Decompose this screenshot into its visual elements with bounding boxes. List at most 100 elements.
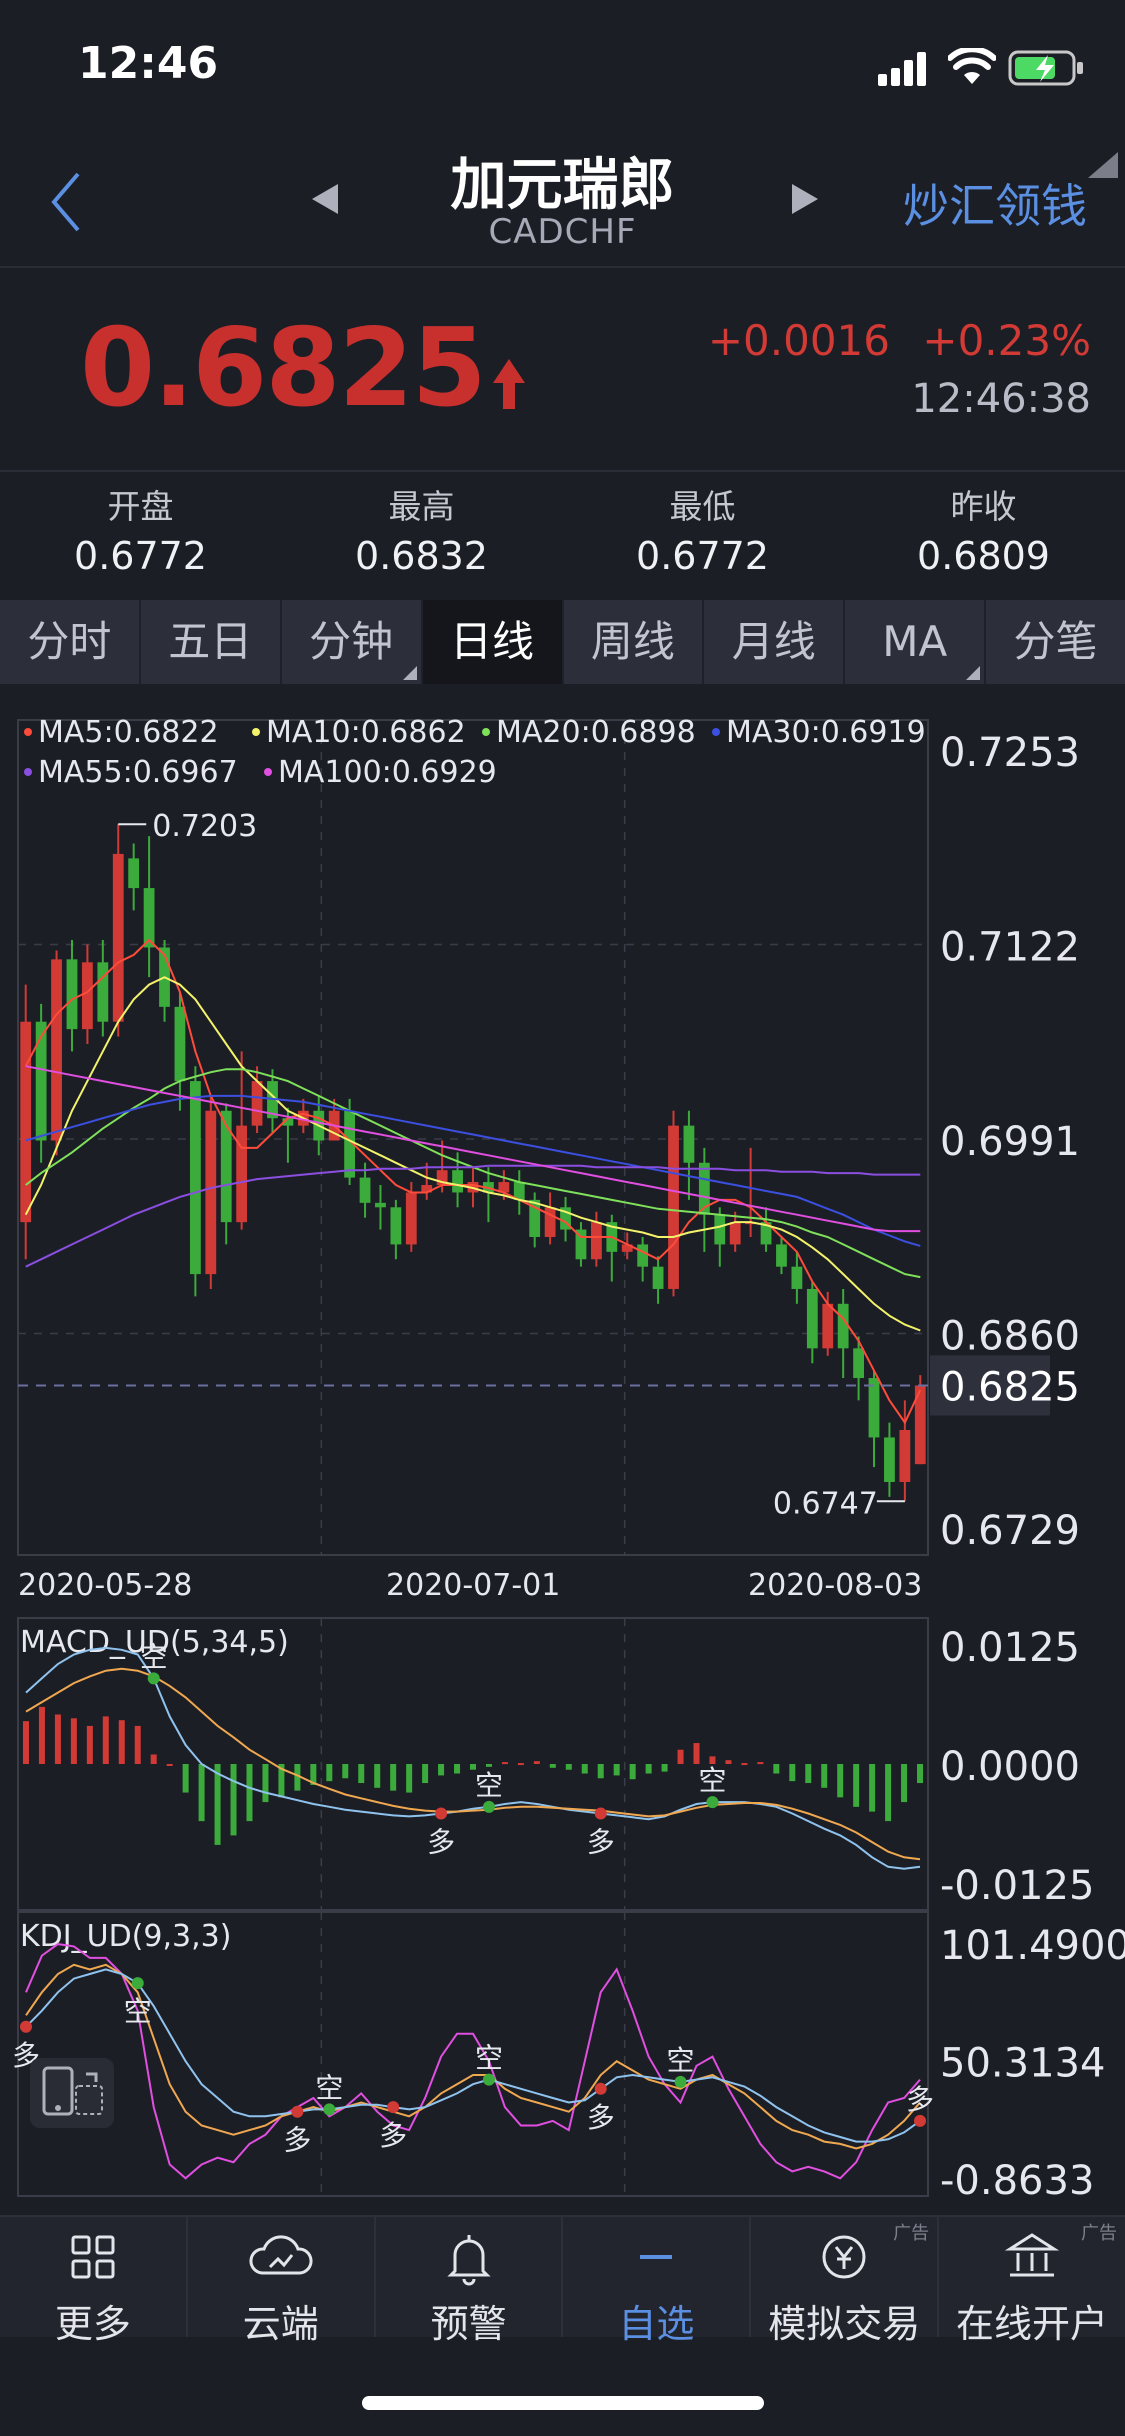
candle-body xyxy=(66,959,78,1030)
macd-hist-bar xyxy=(454,1764,461,1774)
y-tick-label: 0.6729 xyxy=(940,1508,1080,1554)
kline-chart[interactable]: 0.7253 0.7122 0.6991 0.6860 0.6729 MA5:0.6822… xyxy=(0,700,1125,2204)
y-tick-label: 50.3134 xyxy=(940,2040,1105,2086)
tab-indicator-ma[interactable]: MA xyxy=(845,600,987,684)
chart-area[interactable]: 0.7253 0.7122 0.6991 0.6860 0.6729 MA5:0.6822… xyxy=(0,700,1125,2204)
candle-body xyxy=(560,1207,571,1230)
macd-signal-label: 空 xyxy=(140,1640,168,1673)
next-triangle-icon[interactable] xyxy=(790,182,820,216)
prev-triangle-icon[interactable] xyxy=(310,182,340,216)
tab-label: 五日 xyxy=(168,617,253,666)
candle-body xyxy=(359,1177,371,1203)
nav-item-more[interactable]: 更多 xyxy=(0,2217,188,2346)
macd-hist-bar xyxy=(661,1764,668,1772)
macd-hist-bar xyxy=(230,1764,237,1836)
legend-entry: MA5:0.6822 xyxy=(38,715,219,750)
macd-hist-bar xyxy=(885,1764,892,1822)
tab-label: MA xyxy=(882,617,948,666)
nav-label: 云端 xyxy=(242,2302,319,2346)
max-price-label: 0.7203 xyxy=(152,809,257,844)
candle-body xyxy=(498,1182,510,1193)
macd-hist-bar xyxy=(757,1762,764,1765)
macd-hist-bar xyxy=(565,1764,572,1770)
ma-line-ma30 xyxy=(25,1094,921,1247)
x-tick-label: 2020-05-28 xyxy=(18,1568,192,1603)
macd-hist-bar xyxy=(38,1706,45,1764)
macd-hist-bar xyxy=(294,1764,301,1791)
stat-value: 0.6772 xyxy=(636,534,769,578)
up-arrow-icon xyxy=(492,359,525,409)
candle-body xyxy=(590,1222,602,1260)
status-time: 12:46 xyxy=(78,38,219,89)
legend-entry: MA100:0.6929 xyxy=(278,755,497,790)
y-tick-label: 0.0000 xyxy=(940,1744,1080,1790)
bell-icon xyxy=(446,2235,491,2286)
wifi-icon xyxy=(948,48,996,84)
home-indicator[interactable] xyxy=(362,2396,764,2410)
tab-label: 日线 xyxy=(450,617,535,666)
macd-hist-bar xyxy=(182,1764,189,1793)
macd-dif-line xyxy=(25,1646,921,1870)
legend-dot xyxy=(264,768,272,776)
symbol-code: CADCHF xyxy=(488,212,637,252)
candle-body xyxy=(791,1266,803,1289)
tab-intraday[interactable]: 分时 xyxy=(0,600,141,684)
battery-charging-icon xyxy=(1008,50,1083,86)
macd-hist-bar xyxy=(549,1764,556,1768)
candle-body xyxy=(529,1199,541,1237)
tab-ticks[interactable]: 分笔 xyxy=(986,600,1125,684)
candle-body xyxy=(837,1303,849,1349)
nav-item-cloud[interactable]: 云端 xyxy=(188,2217,376,2346)
tab-monthly[interactable]: 月线 xyxy=(704,600,846,684)
kdj-signal-dot xyxy=(19,2020,32,2033)
candle-body xyxy=(513,1182,525,1200)
current-price-tag xyxy=(930,1355,1050,1416)
bank-icon xyxy=(1004,2233,1060,2277)
candle-body xyxy=(884,1437,895,1482)
tab-minute[interactable]: 分钟 xyxy=(282,600,423,684)
y-tick-label: 0.7122 xyxy=(940,925,1080,971)
candle-body xyxy=(683,1125,695,1163)
candle-body xyxy=(112,853,124,1022)
macd-hist-bar xyxy=(374,1764,381,1788)
legend-dot xyxy=(24,728,32,736)
stat-low: 最低 0.6772 xyxy=(562,480,843,578)
kdj-signal-dot xyxy=(594,2082,607,2095)
candle-body xyxy=(20,1021,32,1223)
macd-hist-bar xyxy=(645,1764,652,1774)
macd-panel-frame xyxy=(17,1617,929,1911)
quote-time: 12:46:38 xyxy=(911,376,1091,422)
macd-signal-dot xyxy=(706,1796,719,1809)
x-tick-label: 2020-07-01 xyxy=(386,1568,560,1603)
nav-item-watchlist[interactable]: 自选 xyxy=(563,2217,752,2346)
candle-body xyxy=(822,1303,834,1349)
candle-body xyxy=(82,962,93,1030)
candle-body xyxy=(344,1110,356,1178)
back-chevron-icon[interactable] xyxy=(48,170,82,234)
current-price-label: 0.6825 xyxy=(940,1364,1080,1410)
macd-signal-label: 多 xyxy=(587,1826,615,1859)
macd-hist-bar xyxy=(470,1764,476,1770)
macd-hist-bar xyxy=(821,1764,828,1788)
tab-daily[interactable]: 日线 xyxy=(422,600,564,684)
tab-weekly[interactable]: 周线 xyxy=(564,600,705,684)
stat-high: 最高 0.6832 xyxy=(281,480,562,578)
nav-item-open-account[interactable]: 广告 在线开户 xyxy=(939,2217,1125,2346)
candle-body xyxy=(143,888,155,948)
macd-hist-bar xyxy=(214,1764,221,1845)
nav-item-sim-trade[interactable]: 广告 模拟交易 xyxy=(751,2217,940,2346)
macd-hist-bar xyxy=(390,1764,397,1791)
bottom-nav: 更多 云端 预警 自选 广告 模拟交易 广告 xyxy=(0,2215,1125,2346)
minus-icon xyxy=(640,2255,673,2259)
fullscreen-button[interactable] xyxy=(30,2058,114,2128)
nav-item-alert[interactable]: 预警 xyxy=(376,2217,564,2346)
candle-body xyxy=(621,1244,633,1252)
candle-body xyxy=(853,1348,864,1379)
macd-hist-bar xyxy=(773,1764,780,1774)
macd-hist-bar xyxy=(326,1764,333,1782)
tab-five-day[interactable]: 五日 xyxy=(141,600,282,684)
tab-label: 月线 xyxy=(731,617,816,666)
tab-label: 周线 xyxy=(590,617,675,666)
trade-promo-link[interactable]: 炒汇领钱 xyxy=(903,179,1087,233)
candle-body xyxy=(544,1207,556,1237)
